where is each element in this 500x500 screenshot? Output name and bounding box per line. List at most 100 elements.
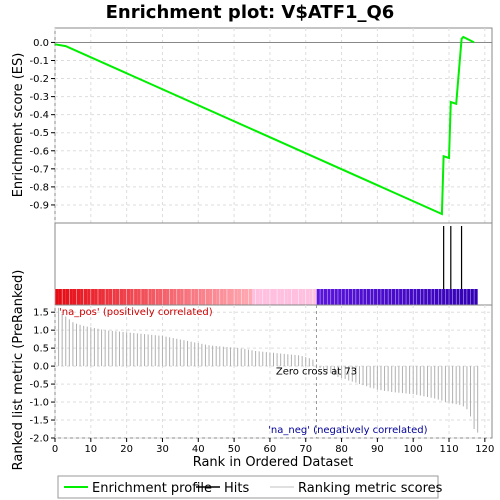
rank-bar-cell — [449, 289, 453, 305]
rank-bar-cell — [341, 289, 346, 305]
rank-bar-cell — [137, 289, 141, 305]
enrichment-profile-line — [54, 35, 475, 216]
rank-bar-cell — [216, 289, 220, 305]
rank-bar-cell — [273, 289, 278, 305]
es-y-tick-label: -0.8 — [29, 182, 49, 193]
rank-bar-cell — [187, 289, 192, 305]
rank-bar-cell — [416, 289, 421, 305]
rank-bar-cell — [431, 289, 435, 305]
rank-bar-cell — [226, 289, 231, 305]
rank-bar-cell — [80, 289, 84, 305]
x-axis-title: Rank in Ordered Dataset — [193, 455, 354, 470]
chart-title: Enrichment plot: V$ATF1_Q6 — [106, 2, 395, 23]
rank-bar-cell — [105, 289, 109, 305]
metric-bars — [58, 307, 479, 433]
rank-bar-cell — [380, 289, 385, 305]
legend-label: Hits — [224, 481, 249, 496]
rank-bar-cell — [94, 289, 98, 305]
metric-y-tick-label: 1.5 — [33, 308, 49, 319]
es-panel: 0.0 -0.1 -0.2 -0.3 -0.4 -0.5 -0.6 -0.7 -0.8 -0.9 — [29, 27, 493, 224]
rank-bar-cell — [209, 289, 213, 305]
rank-bar-cell — [237, 289, 242, 305]
rank-bar-cell — [266, 289, 270, 305]
rank-bar-cell — [198, 289, 202, 305]
hit-lines — [443, 226, 463, 289]
rank-bar-cell — [423, 289, 428, 305]
rank-bar-cell — [72, 289, 77, 305]
metric-y-axis-title: Ranked list metric (PreRanked) — [11, 270, 26, 471]
rank-bar-cell — [294, 289, 299, 305]
rank-bar-cell — [395, 289, 399, 305]
es-panel-frame — [54, 27, 493, 224]
rank-bar-cell — [97, 289, 102, 305]
rank-bar-cell — [144, 289, 149, 305]
rank-bar-cell — [402, 289, 407, 305]
rank-bar-cell — [255, 289, 260, 305]
rank-bar-cell — [384, 289, 389, 305]
zero-cross-label: Zero cross at 73 — [276, 366, 357, 377]
rank-bar-cell — [248, 289, 253, 305]
rank-bar-cell — [223, 289, 227, 305]
rank-bar-cell — [320, 289, 324, 305]
rank-bar-cell — [262, 289, 267, 305]
rank-bar-cell — [280, 289, 285, 305]
rank-bar-cell — [205, 289, 210, 305]
rank-bar-cell — [126, 289, 131, 305]
es-y-tick-label: -0.2 — [29, 74, 49, 85]
rank-bar-cell — [388, 289, 392, 305]
legend: Enrichment profile Hits Ranking metric sco… — [57, 475, 443, 499]
rank-bar-cell — [259, 289, 263, 305]
metric-y-ticks: 1.5 1.0 0.5 0.0 -0.5 -1.0 -1.5 -2.0 — [29, 308, 55, 445]
x-tick-label: 80 — [335, 444, 348, 455]
rank-bar-cell — [330, 289, 335, 305]
x-tick-label: 120 — [475, 444, 494, 455]
positive-correlation-label: 'na_pos' (positively correlated) — [59, 307, 213, 318]
rank-bar-cell — [370, 289, 374, 305]
x-tick-label: 50 — [228, 444, 241, 455]
es-y-ticks: 0.0 -0.1 -0.2 -0.3 -0.4 -0.5 -0.6 -0.7 -0.8 -0.9 — [29, 38, 55, 211]
metric-y-tick-label: -0.5 — [29, 380, 49, 391]
rank-bar-cell — [90, 289, 95, 305]
rank-bar-cell — [173, 289, 177, 305]
rank-bar-cell — [452, 289, 457, 305]
rank-bar-cell — [345, 289, 349, 305]
rank-bar-cell — [119, 289, 124, 305]
rank-bar-cell — [377, 289, 381, 305]
rank-bar-cell — [445, 289, 450, 305]
rank-bar-cell — [176, 289, 181, 305]
hits-panel — [54, 222, 493, 306]
rank-bar-cell — [148, 289, 152, 305]
rank-bar-cell — [87, 289, 91, 305]
x-tick-label: 40 — [192, 444, 205, 455]
es-y-tick-label: 0.0 — [33, 38, 49, 49]
rank-bar-cell — [269, 289, 274, 305]
rank-bar-cell — [456, 289, 460, 305]
rank-bar-cell — [58, 289, 63, 305]
rank-bar-cell — [363, 289, 367, 305]
legend-label: Enrichment profile — [92, 481, 212, 496]
rank-bar-cell — [323, 289, 328, 305]
rank-bar-cell — [101, 289, 106, 305]
rank-bar-cell — [459, 289, 464, 305]
es-y-tick-label: -0.1 — [29, 56, 49, 67]
x-tick-label: 10 — [84, 444, 97, 455]
rank-bar-cell — [291, 289, 295, 305]
rank-bar-cell — [334, 289, 338, 305]
x-tick-label: 90 — [371, 444, 384, 455]
rank-bar-cell — [391, 289, 396, 305]
rank-bar-cell — [201, 289, 206, 305]
rank-bar-cell — [305, 289, 310, 305]
rank-bar-cell — [352, 289, 356, 305]
rank-bar-cell — [413, 289, 417, 305]
es-y-tick-label: -0.6 — [29, 146, 49, 157]
legend-label: Ranking metric scores — [298, 481, 443, 496]
rank-bar-cell — [133, 289, 138, 305]
rank-bar-cell — [406, 289, 410, 305]
rank-bar-cell — [140, 289, 145, 305]
metric-y-tick-label: 0.0 — [33, 362, 49, 373]
es-y-tick-label: -0.5 — [29, 128, 49, 139]
rank-bar-cell — [398, 289, 403, 305]
legend-items: Enrichment profile Hits Ranking metric sco… — [64, 481, 443, 496]
rank-bar-cell — [409, 289, 414, 305]
